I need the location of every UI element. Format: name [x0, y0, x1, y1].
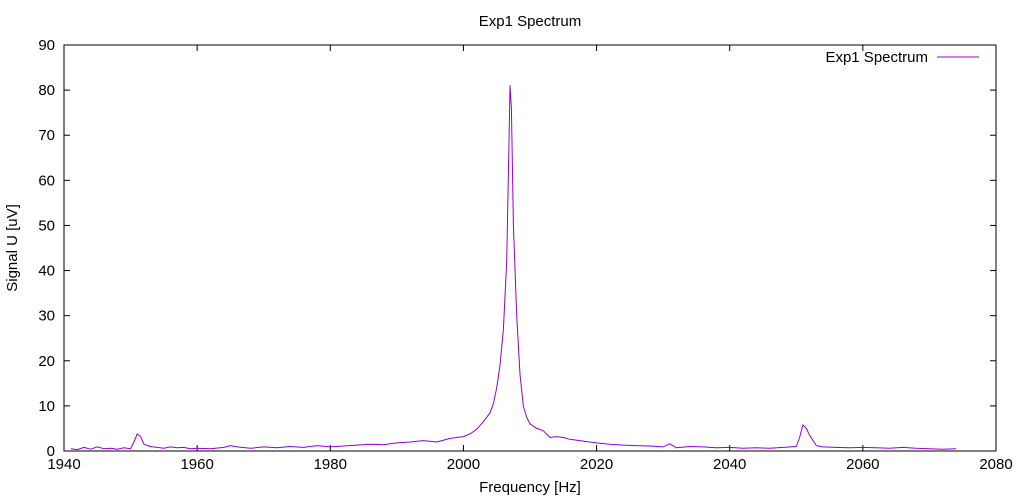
y-tick-label: 30	[38, 308, 55, 325]
x-tick-label: 1960	[180, 456, 213, 473]
x-tick-label: 1980	[314, 456, 347, 473]
x-tick-label: 2000	[447, 456, 480, 473]
x-tick-label: 2060	[846, 456, 879, 473]
y-tick-label: 80	[38, 82, 55, 99]
legend: Exp1 Spectrum	[825, 49, 979, 66]
y-tick-label: 70	[38, 127, 55, 144]
y-axis: 0 10 20 30 40 50 60 70 80 90	[38, 37, 996, 460]
plot-frame	[63, 44, 997, 452]
x-tick-label: 2040	[713, 456, 746, 473]
y-tick-label: 20	[38, 353, 55, 370]
y-axis-label: Signal U [uV]	[4, 204, 21, 292]
legend-label: Exp1 Spectrum	[825, 49, 928, 66]
series-line	[70, 85, 957, 451]
x-tick-label: 2020	[580, 456, 613, 473]
x-axis: 1940 1960 1980 2000 2020 2040 2060 2080	[47, 45, 1013, 473]
y-tick-label: 40	[38, 263, 55, 280]
y-tick-label: 0	[47, 443, 55, 460]
series-layer	[70, 85, 957, 451]
y-tick-label: 60	[38, 172, 55, 189]
chart-title: Exp1 Spectrum	[479, 13, 582, 30]
x-axis-label: Frequency [Hz]	[479, 479, 581, 496]
y-tick-label: 90	[38, 37, 55, 54]
x-tick-label: 1940	[47, 456, 80, 473]
y-tick-label: 50	[38, 217, 55, 234]
y-tick-label: 10	[38, 398, 55, 415]
x-tick-label: 2080	[979, 456, 1012, 473]
